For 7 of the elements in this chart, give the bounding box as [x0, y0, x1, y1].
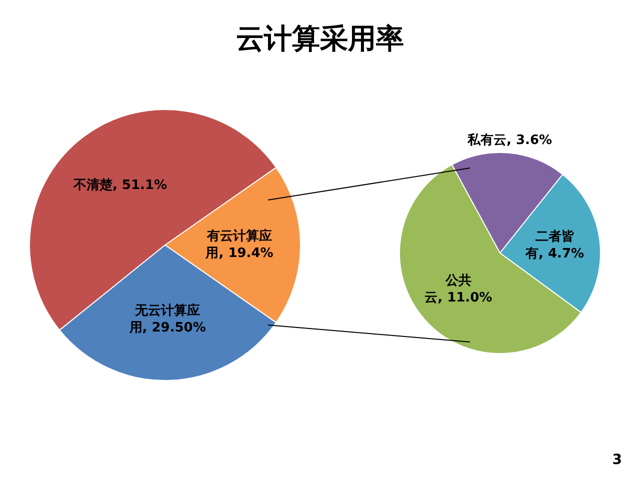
slice-label: 不清楚, 51.1%: [72, 178, 168, 193]
text: 3: [612, 452, 622, 468]
slice-label: 二者皆有, 4.7%: [524, 230, 584, 262]
slice-label: 私有云, 3.6%: [466, 133, 552, 148]
slice-label: 有云计算应用, 19.4%: [204, 228, 274, 261]
slice-label: 无云计算应用, 29.50%: [128, 302, 206, 336]
chart-title: 云计算采用率: [235, 21, 405, 57]
